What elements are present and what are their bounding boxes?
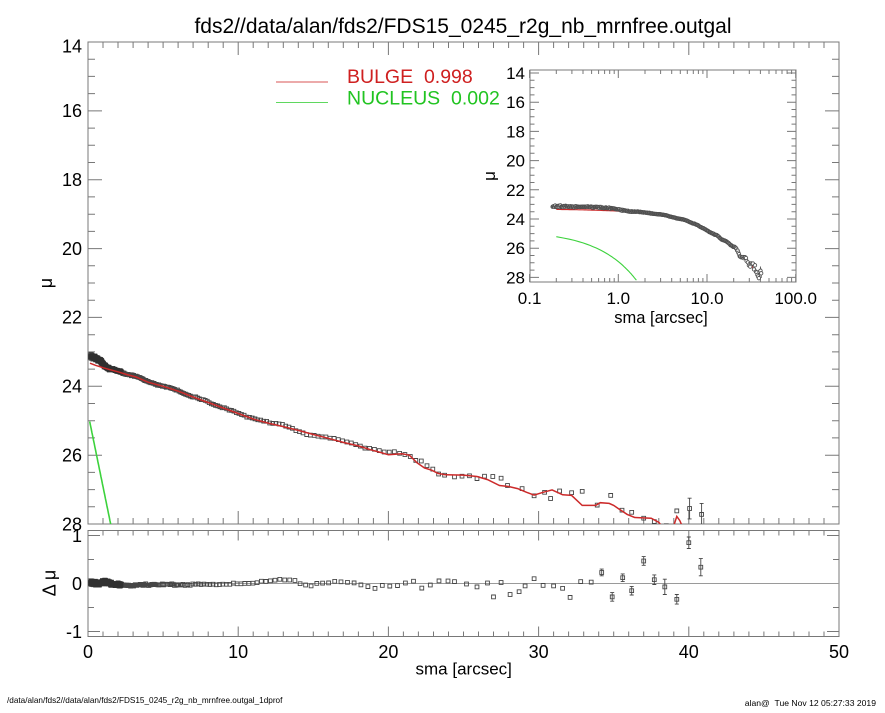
- svg-text:16: 16: [62, 101, 82, 121]
- svg-text:0: 0: [72, 574, 82, 594]
- svg-text:fds2//data/alan/fds2/FDS15_024: fds2//data/alan/fds2/FDS15_0245_r2g_nb_m…: [194, 15, 731, 38]
- svg-text:Δ μ: Δ μ: [40, 570, 60, 596]
- svg-text:16: 16: [506, 93, 525, 112]
- svg-text:24: 24: [506, 210, 525, 229]
- svg-text:14: 14: [506, 64, 525, 83]
- svg-text:28: 28: [62, 514, 82, 534]
- svg-text:14: 14: [62, 36, 82, 56]
- svg-text:50: 50: [829, 642, 849, 662]
- svg-text:40: 40: [679, 642, 699, 662]
- svg-text:20: 20: [378, 642, 398, 662]
- svg-text:NUCLEUS 0.002: NUCLEUS 0.002: [347, 88, 500, 110]
- svg-text:/data/alan/fds2//data/alan/fds: /data/alan/fds2//data/alan/fds2/FDS15_02…: [7, 696, 283, 705]
- svg-text:-1: -1: [66, 622, 82, 642]
- svg-text:μ: μ: [36, 278, 56, 288]
- svg-text:26: 26: [506, 239, 525, 258]
- svg-text:26: 26: [62, 446, 82, 466]
- svg-text:1: 1: [72, 526, 82, 546]
- svg-text:22: 22: [62, 308, 82, 328]
- svg-text:sma [arcsec]: sma [arcsec]: [614, 309, 708, 327]
- svg-text:30: 30: [529, 642, 549, 662]
- svg-text:0.1: 0.1: [518, 289, 542, 308]
- svg-text:1.0: 1.0: [606, 289, 630, 308]
- svg-text:μ: μ: [480, 171, 499, 181]
- svg-text:100.0: 100.0: [774, 289, 817, 308]
- svg-text:10.0: 10.0: [690, 289, 723, 308]
- svg-text:BULGE 0.998: BULGE 0.998: [347, 66, 473, 88]
- svg-text:18: 18: [62, 170, 82, 190]
- svg-text:alan@ Tue Nov 12 05:27:33 201: alan@ Tue Nov 12 05:27:33 2019: [745, 698, 876, 708]
- svg-text:20: 20: [62, 239, 82, 259]
- svg-text:sma [arcsec]: sma [arcsec]: [416, 660, 512, 679]
- svg-text:20: 20: [506, 152, 525, 171]
- svg-text:24: 24: [62, 377, 82, 397]
- svg-text:0: 0: [83, 642, 93, 662]
- svg-text:18: 18: [506, 122, 525, 141]
- svg-text:28: 28: [506, 268, 525, 287]
- svg-text:10: 10: [228, 642, 248, 662]
- svg-text:22: 22: [506, 181, 525, 200]
